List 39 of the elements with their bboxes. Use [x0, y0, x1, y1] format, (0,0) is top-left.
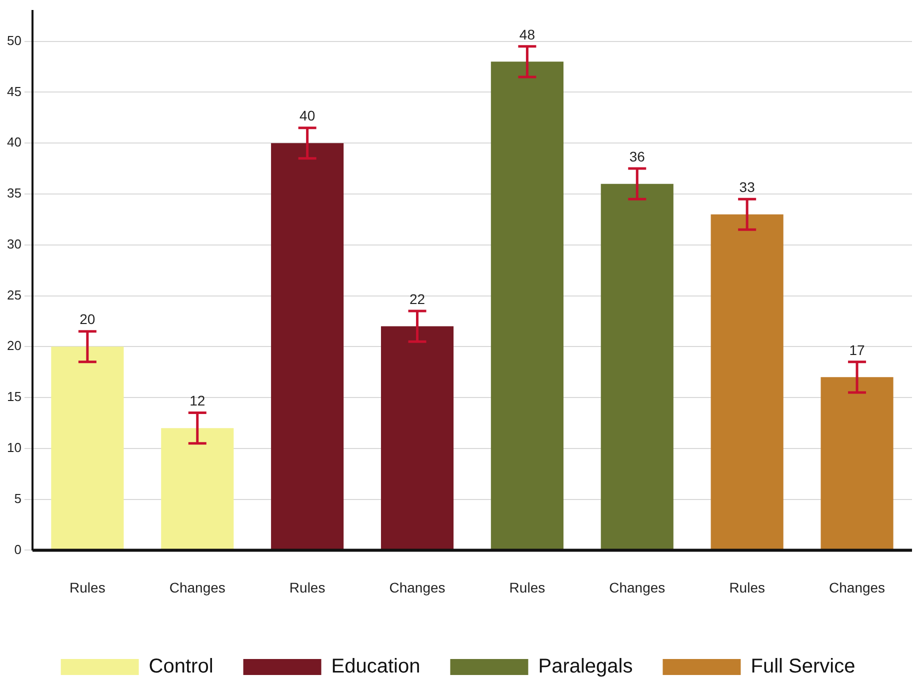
bar [271, 143, 344, 550]
data-label: 36 [629, 148, 646, 164]
bar [710, 214, 784, 550]
y-tick-label: 20 [6, 338, 22, 354]
legend-label: Control [148, 656, 214, 678]
bar [820, 377, 894, 550]
data-label: 40 [300, 108, 316, 124]
data-label: 22 [409, 290, 426, 307]
y-tick-label: 30 [6, 236, 22, 252]
legend-label: Paralegals [538, 656, 633, 678]
y-tick-label: 40 [6, 134, 22, 150]
data-label: 33 [739, 178, 756, 195]
data-label: 20 [80, 311, 96, 328]
data-label: 48 [519, 26, 536, 42]
y-tick-label: 50 [6, 32, 22, 48]
y-tick-label: 5 [14, 490, 22, 506]
x-tick-label: Rules [729, 579, 765, 596]
x-tick-label: Changes [829, 579, 886, 596]
y-tick-label: 45 [6, 84, 22, 99]
y-tick-label: 35 [6, 186, 22, 201]
bar [51, 346, 124, 550]
bar [380, 326, 454, 550]
x-tick-label: Changes [389, 579, 446, 596]
y-tick-label: 25 [6, 287, 22, 302]
bar [600, 184, 674, 550]
y-tick-label: 0 [14, 542, 22, 557]
x-tick-label: Rules [509, 579, 546, 596]
y-tick-label: 15 [6, 389, 22, 404]
legend-label: Full Service [750, 656, 856, 678]
data-label: 12 [190, 392, 206, 409]
x-tick-label: Rules [70, 579, 106, 596]
y-tick-label: 10 [6, 440, 22, 456]
bar [161, 428, 234, 550]
legend-label: Education [331, 656, 420, 678]
bar [490, 62, 564, 550]
x-tick-label: Changes [609, 579, 666, 596]
x-tick-label: Rules [289, 579, 326, 596]
x-tick-label: Changes [169, 579, 226, 596]
data-label: 17 [849, 342, 866, 358]
